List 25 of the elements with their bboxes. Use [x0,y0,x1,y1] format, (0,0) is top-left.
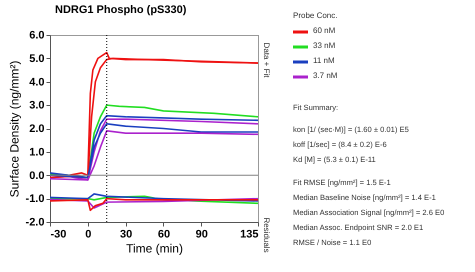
x-tick-label: -30 [50,228,66,240]
legend-title: Probe Conc. [293,11,338,20]
y-axis-title: Surface Density (ng/mm²) [8,60,22,198]
text: Residuals [262,217,271,253]
legend-label: 3.7 nM [313,71,338,80]
y-tick-label: 6.0 [29,30,44,42]
y-tick-label: -2.0 [26,216,44,228]
x-axis-title: Time (min) [126,242,183,256]
text: Data + Fit [262,42,271,78]
legend-label: 11 nM [313,56,335,65]
legend-label: 60 nM [313,26,336,35]
x-tick-label: 135 [240,228,258,240]
y-tick-label: 2.0 [29,123,44,135]
y-tick-label: 4.0 [29,76,44,88]
y-tick-label: 5.0 [29,52,44,65]
x-tick-label: 30 [120,228,132,240]
x-tick-label: 60 [158,228,170,240]
legend-label: 33 nM [313,41,336,50]
chart-title: NDRG1 Phospho (pS330) [55,4,187,16]
y-tick-label: 1.0 [29,146,44,158]
x-tick-label: 0 [85,228,92,240]
x-tick-label: 90 [196,228,208,240]
y-tick-label: 0.0 [29,170,44,182]
y-tick-label: 3.0 [29,100,44,112]
y-tick-label: -1.0 [26,193,44,206]
